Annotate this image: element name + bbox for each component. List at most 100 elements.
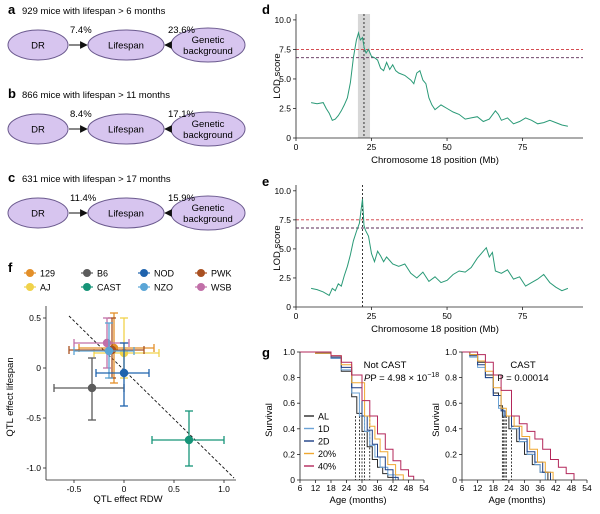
panel-d-lod-plot: d 0 25 50 75 0 2.5 5.0 7.5 10.0 LOD score Chromo… — [262, 2, 583, 166]
x-axis-label-not-cast: Age (months) — [329, 495, 386, 506]
legend-label: CAST — [97, 283, 122, 293]
y-tick-label: 0.8 — [283, 373, 295, 383]
legend-label: 20% — [318, 449, 336, 459]
strain-point-nod — [119, 368, 129, 378]
panel-g-survival: g 6 12 18 24 30 36 42 48 54 0 0.2 0.4 0.6 0.8 1.0 6 12 1… — [262, 345, 592, 506]
panel-letter: b — [8, 86, 16, 101]
x-tick-label: 0 — [122, 484, 127, 494]
genetic-node-label-line1: Genetic — [192, 35, 225, 46]
survival-cast-plot: 6 12 18 24 30 36 42 48 54 0 0.2 0.4 0.6 0.8 1.0 — [445, 347, 592, 493]
dr-node — [7, 113, 69, 145]
legend-label: 1D — [318, 424, 330, 434]
genetic-percent: 17.1% — [168, 109, 195, 120]
dr-percent: 7.4% — [70, 25, 92, 36]
dr-node-label: DR — [31, 209, 45, 220]
x-tick-label: 42 — [388, 483, 398, 493]
x-tick-label: 6 — [460, 483, 465, 493]
strain-point-cast — [184, 435, 194, 445]
y-tick-label: 5.0 — [279, 244, 291, 254]
dr-percent: 11.4% — [70, 193, 97, 204]
panel-letter: f — [8, 260, 13, 275]
y-tick-label: 0 — [286, 302, 291, 312]
pval-exponent: −18 — [427, 372, 439, 379]
y-tick-label: 0.4 — [283, 424, 295, 434]
legend-swatch-dot — [83, 283, 91, 291]
x-tick-label: 6 — [298, 483, 303, 493]
y-tick-label: 0.4 — [445, 424, 457, 434]
x-tick-label: 0.5 — [168, 484, 180, 494]
x-tick-label: 75 — [518, 142, 528, 152]
panel-e-lod-plot: e 0 25 50 75 0 2.5 5.0 7.5 10.0 LOD score Chromo… — [262, 174, 583, 335]
legend-label: AL — [318, 412, 329, 422]
panel-b: b 866 mice with lifespan > 11 months DR … — [7, 86, 246, 147]
x-tick-label: 50 — [442, 311, 452, 321]
qtl-plot-area: -0.5 0 0.5 1.0 -1.0 -0.5 0 0.5 — [26, 306, 236, 494]
y-tick-label: -0.5 — [26, 413, 41, 423]
panel-letter: d — [262, 2, 270, 17]
y-axis-label: LOD score — [272, 225, 283, 270]
y-axis-label: QTL effect lifespan — [5, 357, 16, 436]
lifespan-node — [87, 197, 165, 229]
legend-label: WSB — [211, 283, 232, 293]
x-tick-label: -0.5 — [67, 484, 82, 494]
survival-curve — [462, 351, 554, 480]
lod-score-series — [311, 198, 569, 297]
x-tick-label: 30 — [357, 483, 367, 493]
x-tick-label: 12 — [473, 483, 483, 493]
y-tick-label: -1.0 — [26, 463, 41, 473]
y-tick-label: 0 — [452, 475, 457, 485]
panel-header: 866 mice with lifespan > 11 months — [22, 90, 170, 101]
y-tick-label: 10.0 — [274, 15, 291, 25]
panel-a: a 929 mice with lifespan > 6 months DR L… — [7, 2, 246, 63]
x-axis-label-cast: Age (months) — [488, 495, 545, 506]
legend-label: PWK — [211, 269, 232, 279]
y-tick-label: 0 — [36, 363, 41, 373]
survival-curve — [300, 351, 415, 480]
genetic-percent: 23.6% — [168, 25, 195, 36]
lifespan-node-label: Lifespan — [108, 209, 144, 220]
legend-swatch-dot — [197, 269, 205, 277]
genetic-node-label-line2: background — [183, 214, 233, 225]
x-axis-label: QTL effect RDW — [93, 494, 162, 505]
x-tick-label: 75 — [518, 311, 528, 321]
y-tick-label: 0.8 — [445, 373, 457, 383]
y-tick-label: 10.0 — [274, 186, 291, 196]
lifespan-node-label: Lifespan — [108, 41, 144, 52]
x-tick-label: 54 — [582, 483, 592, 493]
panel-letter: e — [262, 174, 269, 189]
pval-prefix: P = 4.98 × 10 — [370, 373, 427, 384]
lod-score-series — [311, 31, 568, 127]
x-tick-label: 36 — [373, 483, 383, 493]
lifespan-node — [87, 29, 165, 61]
survival-curve — [462, 351, 575, 480]
y-tick-label: 0.5 — [29, 313, 41, 323]
lod-e-plot-area: 0 25 50 75 0 2.5 5.0 7.5 10.0 — [274, 185, 583, 321]
dr-node — [7, 29, 69, 61]
legend-label: 40% — [318, 462, 336, 472]
panel-letter: a — [8, 2, 16, 17]
x-tick-label: 50 — [442, 142, 452, 152]
legend-label: B6 — [97, 269, 108, 279]
strain-point-b6 — [87, 383, 97, 393]
x-axis-label: Chromosome 18 position (Mb) — [371, 324, 499, 335]
x-tick-label: 1.0 — [218, 484, 230, 494]
legend-label: 2D — [318, 437, 330, 447]
x-tick-label: 0 — [294, 142, 299, 152]
y-tick-label: 7.5 — [279, 215, 291, 225]
genetic-node-label-line1: Genetic — [192, 203, 225, 214]
y-tick-label: 0 — [290, 475, 295, 485]
legend-swatch-dot — [140, 283, 148, 291]
x-tick-label: 25 — [367, 311, 377, 321]
genetic-node-label-line2: background — [183, 46, 233, 57]
survival-curve — [462, 351, 551, 480]
not-cast-pvalue: PP = 4.98 × 10−18 — [364, 372, 439, 384]
y-axis-label: LOD score — [272, 53, 283, 98]
survival-curve — [462, 351, 546, 480]
x-tick-label: 48 — [404, 483, 414, 493]
x-tick-label: 42 — [551, 483, 561, 493]
x-tick-label: 0 — [294, 311, 299, 321]
panel-letter: c — [8, 170, 15, 185]
y-tick-label: 0.2 — [283, 449, 295, 459]
survival-legend: AL 1D 2D 20% 40% — [304, 412, 336, 472]
